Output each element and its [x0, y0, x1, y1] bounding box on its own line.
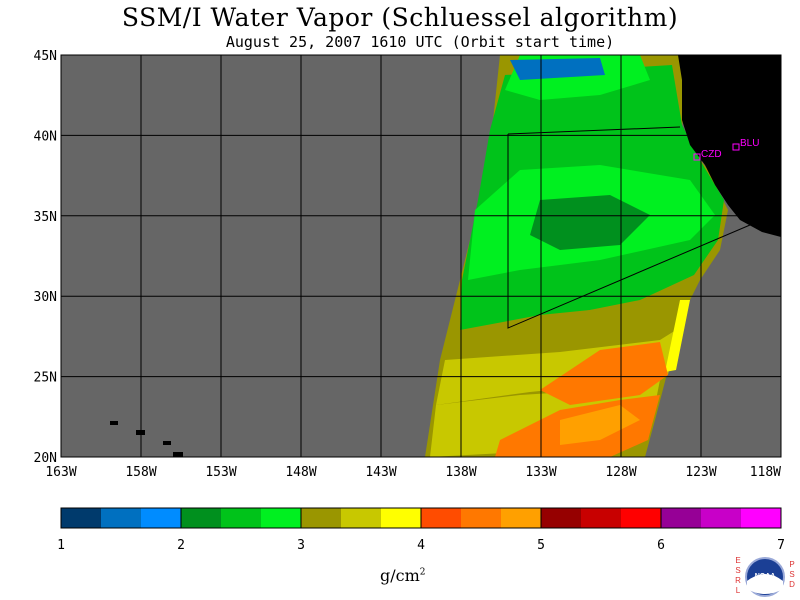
lat-label: 25N: [34, 371, 57, 386]
lon-label: 133W: [525, 465, 556, 480]
station-label-blu: BLU: [740, 138, 759, 149]
map-subtitle: August 25, 2007 1610 UTC (Orbit start ti…: [225, 33, 615, 51]
colorbar-swatch: [181, 508, 222, 528]
colorbar: [61, 508, 782, 528]
colorbar-swatch: [101, 508, 142, 528]
lon-label: 143W: [365, 465, 396, 480]
lat-label: 35N: [34, 210, 57, 225]
colorbar-tick-label: 3: [297, 538, 305, 553]
noaa-badge-text: NOAA: [755, 573, 776, 580]
station-marker-czd: [693, 153, 701, 161]
colorbar-swatch: [381, 508, 422, 528]
map-title: SSM/I Water Vapor (Schluessel algorithm): [121, 3, 679, 32]
lat-label: 40N: [34, 129, 57, 144]
logo-letter: R: [735, 576, 741, 585]
colorbar-tick-label: 6: [657, 538, 665, 553]
swath: [425, 55, 728, 457]
land-west-coast: [678, 55, 781, 237]
lon-label: 118W: [750, 465, 781, 480]
colorbar-swatch: [421, 508, 462, 528]
land-hawaii: [173, 452, 183, 457]
lon-label: 163W: [45, 465, 76, 480]
lon-label: 158W: [125, 465, 156, 480]
units-exponent: 2: [419, 567, 426, 578]
logo-letter: P: [789, 560, 794, 569]
logo-letter: L: [736, 586, 741, 595]
land-kauai: [110, 421, 118, 425]
lon-label: 123W: [685, 465, 716, 480]
colorbar-swatch: [141, 508, 182, 528]
colorbar-tick-label: 5: [537, 538, 545, 553]
swath-light-orange: [560, 405, 640, 445]
lat-labels: 45N 40N 35N 30N 25N 20N: [34, 49, 57, 466]
units-text: g/cm: [380, 566, 420, 585]
colorbar-swatch: [341, 508, 382, 528]
colorbar-tick-label: 4: [417, 538, 425, 553]
noaa-bird-icon: [747, 574, 783, 594]
plot-frame: [60, 54, 782, 458]
colorbar-swatch: [301, 508, 342, 528]
lon-label: 128W: [605, 465, 636, 480]
station-label-czd: CZD: [701, 149, 722, 160]
land-maui: [163, 441, 171, 445]
colorbar-units: g/cm2: [380, 566, 426, 585]
colorbar-swatch: [581, 508, 622, 528]
outline-top: [507, 126, 681, 135]
colorbar-ticks: 1 2 3 4 5 6 7: [57, 508, 785, 553]
lon-label: 148W: [285, 465, 316, 480]
logo-letter: E: [735, 556, 740, 565]
colorbar-swatch: [461, 508, 502, 528]
colorbar-tick-label: 2: [177, 538, 185, 553]
colorbar-swatch: [701, 508, 742, 528]
colorbar-swatch: [741, 508, 782, 528]
station-marker-blu: [732, 143, 740, 151]
colorbar-swatch: [221, 508, 262, 528]
logo-letter: S: [789, 570, 794, 579]
psd-letters: PSD: [789, 560, 795, 589]
colorbar-swatch: [621, 508, 662, 528]
logo-letter: S: [735, 566, 740, 575]
colorbar-swatch: [261, 508, 302, 528]
colorbar-swatch: [541, 508, 582, 528]
colorbar-swatch: [661, 508, 702, 528]
colorbar-tick-label: 7: [777, 538, 785, 553]
colorbar-swatch: [61, 508, 102, 528]
lon-label: 153W: [205, 465, 236, 480]
lat-label: 30N: [34, 290, 57, 305]
lon-label: 138W: [445, 465, 476, 480]
outline-wedge: [507, 134, 751, 329]
grid: [61, 55, 781, 457]
swath-yellow-edge: [665, 300, 690, 372]
plot-area: CZD BLU: [61, 55, 781, 457]
lon-labels: 163W 158W 153W 148W 143W 138W 133W 128W 123W 118W: [45, 465, 781, 480]
lat-label: 45N: [34, 49, 57, 64]
swath-orange: [540, 342, 668, 405]
swath-dark-green: [530, 195, 650, 250]
logo-letter: D: [789, 580, 795, 589]
colorbar-tick-label: 1: [57, 538, 65, 553]
swath-blue-north: [510, 58, 605, 80]
colorbar-swatch: [501, 508, 542, 528]
lat-label: 20N: [34, 451, 57, 466]
